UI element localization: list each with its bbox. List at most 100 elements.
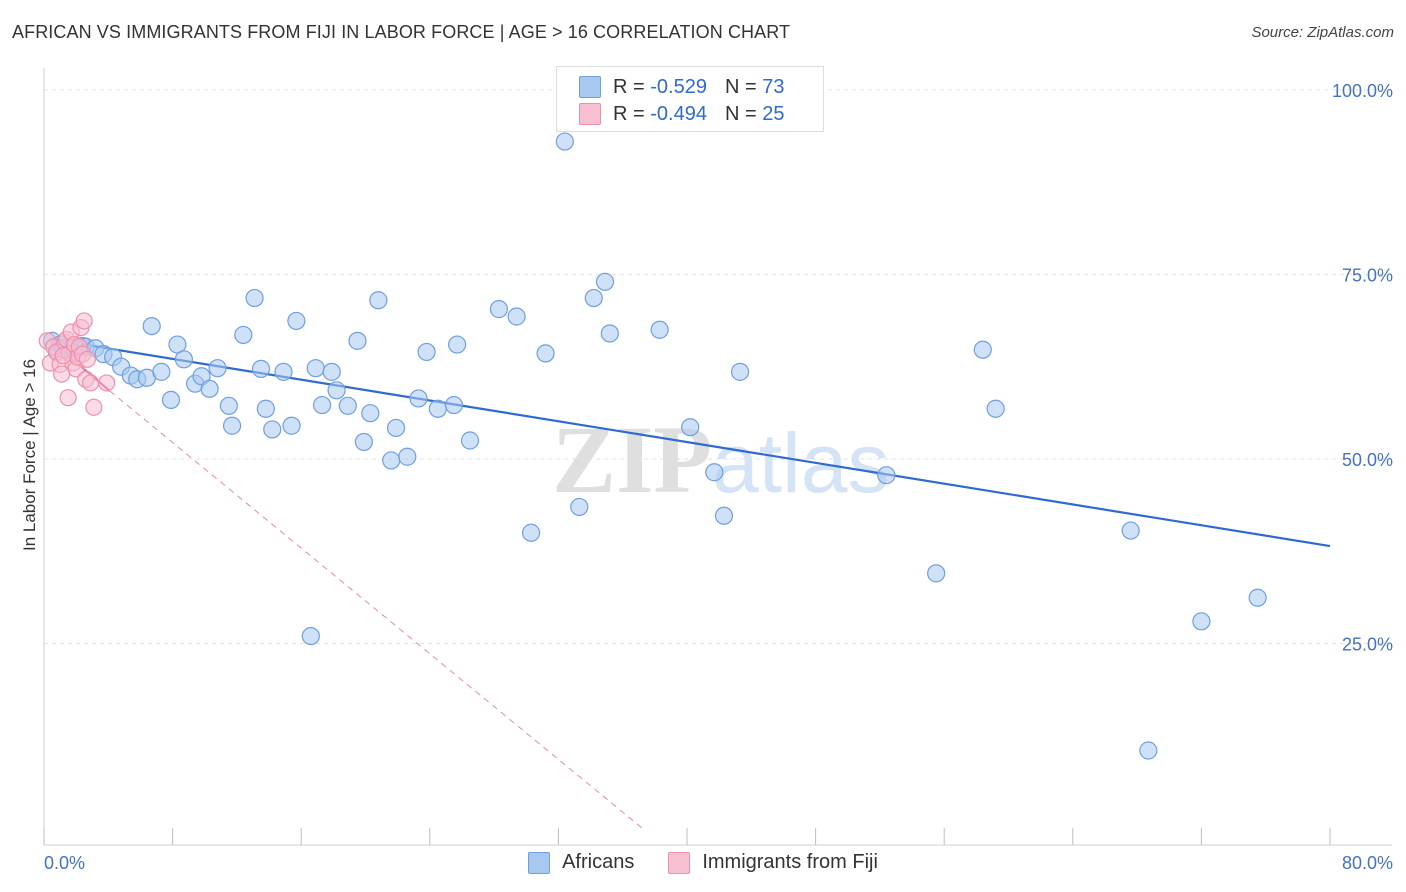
africans-point: [650, 320, 669, 339]
legend-swatch-africans: [579, 76, 601, 98]
africans-point: [444, 395, 464, 415]
africans-point: [174, 350, 193, 369]
africans-point: [287, 311, 306, 331]
y-tick-label: 100.0%: [1332, 81, 1393, 101]
africans-point: [222, 416, 242, 435]
legend-r-value: -0.494: [650, 102, 707, 125]
legend-item-africans[interactable]: Africans: [528, 851, 634, 874]
africans-point: [417, 342, 436, 362]
africans-point: [369, 291, 388, 310]
watermark-atlas: atlas: [712, 416, 889, 510]
legend-swatch-fiji: [579, 103, 601, 125]
africans-point: [489, 300, 509, 319]
fiji-point: [54, 347, 72, 365]
africans-point: [927, 564, 946, 583]
africans-point: [1192, 612, 1211, 631]
africans-point: [274, 362, 293, 381]
legend-r-value: -0.529: [650, 75, 707, 98]
africans-point: [986, 399, 1005, 418]
africans-point: [681, 418, 700, 437]
data-points: [38, 132, 1267, 760]
africans-point: [600, 324, 619, 343]
tick-labels: 25.0% 50.0% 75.0% 100.0% 0.0% 80.0%: [44, 81, 1393, 873]
africans-point: [428, 399, 447, 418]
fiji-point: [78, 350, 97, 368]
africans-point: [322, 362, 341, 381]
africans-point: [312, 395, 332, 415]
africans-point: [142, 316, 161, 336]
africans-point: [361, 404, 380, 423]
africans-point: [460, 431, 480, 450]
y-tick-label: 75.0%: [1342, 265, 1393, 285]
africans-point: [208, 359, 227, 378]
africans-point: [234, 325, 253, 345]
africans-point: [398, 447, 417, 466]
africans-point: [263, 420, 282, 439]
africans-point: [584, 288, 603, 308]
trend-line-extended-fiji: [109, 390, 643, 829]
y-tick-label: 25.0%: [1342, 634, 1393, 654]
correlation-legend: R = -0.529 N = 73 R = -0.494 N = 25: [556, 66, 824, 132]
africans-point: [382, 451, 401, 470]
africans-point: [200, 379, 219, 398]
x-tick-label: 0.0%: [44, 853, 85, 873]
africans-point: [521, 523, 541, 542]
legend-r-label: R =: [613, 102, 645, 125]
africans-point: [161, 390, 181, 410]
legend-n-label: N =: [724, 75, 757, 98]
africans-point: [714, 506, 734, 525]
africans-point: [386, 418, 406, 438]
fiji-point: [85, 398, 103, 416]
y-tick-label: 50.0%: [1342, 450, 1393, 470]
africans-point: [306, 359, 325, 378]
africans-point: [1121, 521, 1140, 540]
africans-point: [448, 335, 467, 354]
africans-point: [256, 399, 275, 418]
chart-title: AFRICAN VS IMMIGRANTS FROM FIJI IN LABOR…: [12, 22, 791, 42]
africans-point: [409, 389, 428, 408]
x-tick-label: 80.0%: [1342, 853, 1393, 873]
legend-n-value: 73: [762, 75, 785, 98]
africans-point: [705, 463, 724, 482]
africans-point: [730, 362, 750, 381]
africans-point: [595, 272, 615, 291]
series-legend: Africans Immigrants from Fiji: [0, 851, 1406, 874]
trend-line-africans: [51, 338, 1331, 548]
africans-point: [555, 132, 574, 151]
legend-n-label: N =: [724, 102, 757, 125]
legend-row-fiji: R = -0.494 N = 25: [579, 102, 784, 126]
africans-point: [251, 359, 271, 379]
legend-label-fiji: Immigrants from Fiji: [702, 851, 878, 873]
africans-point: [1139, 741, 1158, 760]
source-credit: Source: ZipAtlas.com: [1251, 24, 1394, 41]
africans-point: [1248, 588, 1267, 607]
africans-point: [354, 432, 373, 452]
legend-n-value: 25: [762, 102, 785, 125]
africans-point: [507, 307, 526, 326]
africans-point: [348, 331, 367, 350]
legend-row-africans: R = -0.529 N = 73: [579, 75, 784, 99]
africans-point: [219, 396, 238, 415]
legend-label-africans: Africans: [562, 851, 635, 873]
africans-point: [245, 288, 264, 308]
africans-point: [536, 344, 555, 363]
watermark: ZIP atlas: [552, 406, 889, 513]
gridlines: [44, 89, 1392, 644]
axes: [43, 68, 1392, 846]
legend-item-fiji[interactable]: Immigrants from Fiji: [668, 851, 878, 874]
africans-point: [877, 466, 896, 485]
africans-point: [338, 396, 357, 415]
fiji-point: [75, 312, 93, 330]
africans-point: [301, 626, 320, 646]
fiji-point: [59, 389, 77, 407]
fiji-point: [98, 374, 116, 392]
legend-swatch-africans: [528, 851, 551, 874]
africans-point: [570, 497, 589, 517]
africans-point: [282, 416, 301, 435]
legend-r-label: R =: [613, 75, 645, 98]
africans-point: [973, 340, 992, 359]
africans-point: [327, 381, 346, 400]
africans-point: [152, 362, 171, 381]
fiji-point: [82, 374, 100, 392]
